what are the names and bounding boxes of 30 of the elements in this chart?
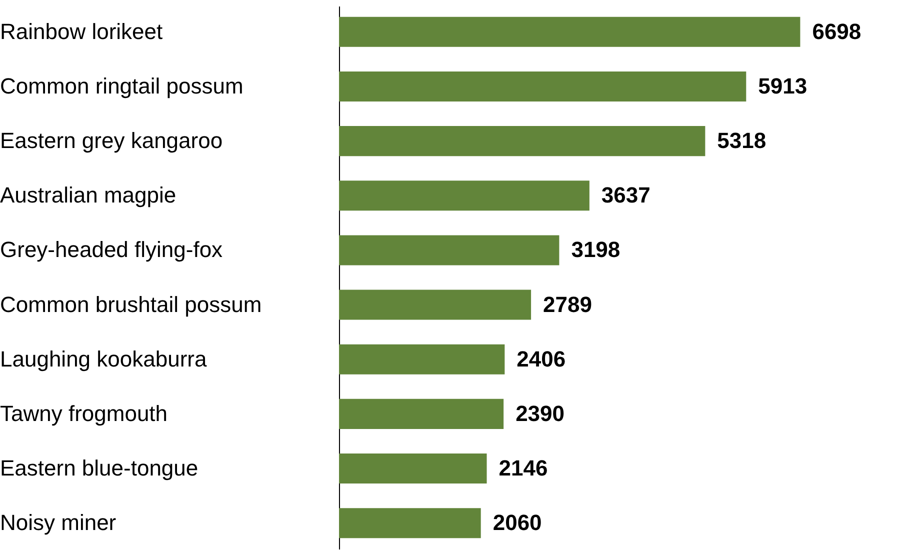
y-tick-label: Rainbow lorikeet [0, 18, 163, 44]
bar [339, 235, 560, 266]
y-tick-label: Common ringtail possum [0, 73, 244, 98]
bar [339, 344, 505, 374]
y-tick-label: Common brushtail possum [0, 292, 262, 317]
bar [339, 290, 532, 320]
y-tick-label: Eastern grey kangaroo [0, 128, 223, 154]
data-label: 2060 [492, 510, 542, 536]
y-tick-label: Eastern blue-tongue [0, 456, 198, 481]
data-label: 3198 [571, 237, 620, 262]
bar [339, 16, 800, 47]
y-tick-label: Tawny frogmouth [0, 400, 168, 426]
bar [339, 508, 481, 538]
y-tick-label: Laughing kookaburra [0, 346, 208, 372]
y-tick-label: Grey-headed flying-fox [0, 237, 223, 262]
data-label: 2406 [516, 346, 566, 372]
data-label: 6698 [812, 18, 862, 44]
data-label: 5318 [717, 128, 766, 154]
data-label: 2390 [516, 400, 565, 426]
bar [339, 71, 746, 102]
data-label: 2146 [498, 456, 548, 481]
y-tick-label: Australian magpie [0, 182, 176, 208]
y-tick-label: Noisy miner [0, 510, 116, 536]
bar [339, 126, 706, 156]
bar [339, 398, 504, 429]
data-label: 2789 [543, 292, 592, 317]
data-label: 3637 [601, 182, 650, 208]
bar [339, 180, 590, 211]
bar [339, 453, 487, 484]
data-label: 5913 [758, 73, 808, 98]
